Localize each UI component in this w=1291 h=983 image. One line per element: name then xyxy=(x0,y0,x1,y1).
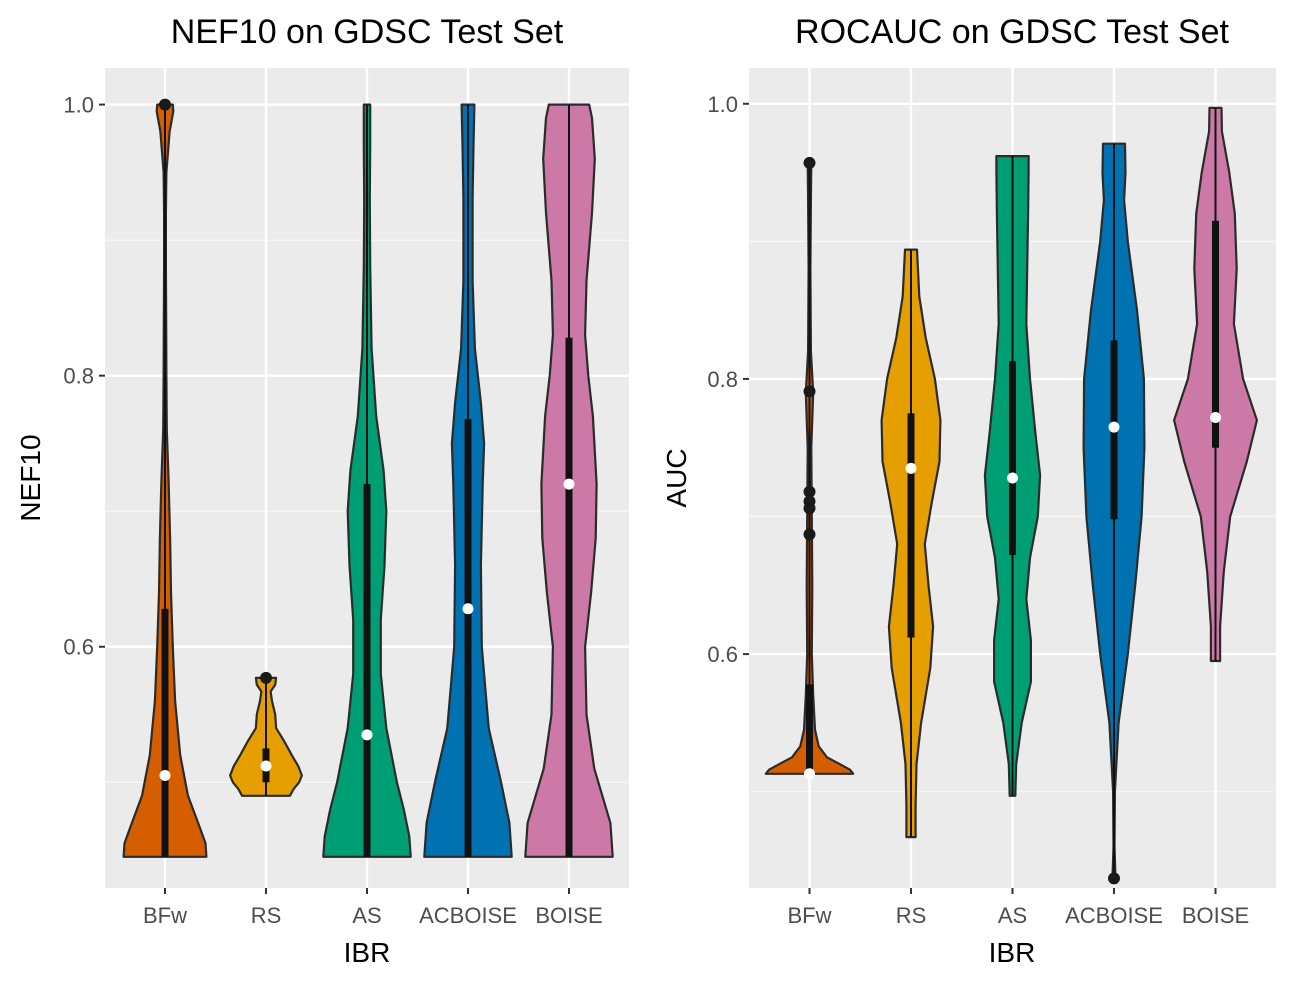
outlier-point xyxy=(803,528,816,541)
x-tick-label: ACBOISE xyxy=(419,903,517,928)
iqr-box xyxy=(1009,361,1016,556)
y-tick-label: 0.6 xyxy=(63,635,94,660)
violin-bfw xyxy=(122,98,208,858)
x-tick-label: BOISE xyxy=(535,903,602,928)
violin-boise xyxy=(524,103,614,858)
nef10-y-axis-title: NEF10 xyxy=(15,434,46,521)
x-tick-label: RS xyxy=(896,903,927,928)
violin-rs xyxy=(229,671,303,797)
x-tick-label: RS xyxy=(251,903,282,928)
nef10-x-axis-title: IBR xyxy=(344,937,391,968)
violin-acboise xyxy=(1082,142,1146,885)
nef10-ticks: 0.6 0.8 1.0 BFw RS AS ACBOISE BOISE xyxy=(63,93,602,928)
outlier-point xyxy=(260,671,272,684)
iqr-box xyxy=(1212,220,1219,448)
outlier-point xyxy=(803,485,816,498)
iqr-box xyxy=(907,413,915,638)
x-tick-label: ACBOISE xyxy=(1065,903,1163,928)
outlier-point xyxy=(1108,872,1120,885)
violin-rs xyxy=(880,248,942,839)
median-point xyxy=(905,462,917,474)
nef10-violins xyxy=(122,98,614,858)
rocauc-ticks: 0.6 0.8 1.0 BFw RS AS ACBOISE BOISE xyxy=(707,92,1249,928)
nef10-panel: NEF10 on GDSC Test Set 0.6 0.8 1.0 BFw RS AS A… xyxy=(15,13,629,968)
violin-acboise xyxy=(423,103,513,858)
median-point xyxy=(1210,411,1221,423)
iqr-box xyxy=(565,337,573,857)
violin-bfw xyxy=(764,156,855,780)
median-point xyxy=(1007,472,1018,484)
x-tick-label: BOISE xyxy=(1182,903,1249,928)
median-point xyxy=(804,768,815,780)
iqr-box xyxy=(161,608,169,857)
outlier-point xyxy=(803,156,816,169)
x-tick-label: AS xyxy=(352,903,381,928)
iqr-box xyxy=(363,484,371,857)
rocauc-panel: ROCAUC on GDSC Test Set 0.6 0.8 1.0 BFw RS AS… xyxy=(661,13,1276,968)
outlier-point xyxy=(159,98,171,111)
median-point xyxy=(563,478,575,490)
x-tick-label: BFw xyxy=(788,903,832,928)
median-point xyxy=(159,770,171,782)
median-point xyxy=(1108,421,1120,433)
outlier-point xyxy=(803,385,816,398)
violin-as xyxy=(322,103,412,858)
outlier-point xyxy=(803,502,816,515)
median-point xyxy=(462,603,474,615)
y-tick-label: 0.8 xyxy=(707,367,738,392)
iqr-box xyxy=(464,419,472,857)
median-point xyxy=(361,729,373,741)
rocauc-y-axis-title: AUC xyxy=(661,448,692,507)
y-tick-label: 0.6 xyxy=(707,642,738,667)
rocauc-title: ROCAUC on GDSC Test Set xyxy=(795,13,1230,51)
violin-as xyxy=(983,155,1042,797)
y-tick-label: 1.0 xyxy=(63,93,94,118)
x-tick-label: BFw xyxy=(143,903,187,928)
nef10-title: NEF10 on GDSC Test Set xyxy=(171,13,564,51)
rocauc-violins xyxy=(764,106,1258,885)
iqr-box xyxy=(806,684,813,774)
y-tick-label: 1.0 xyxy=(707,92,738,117)
rocauc-x-axis-title: IBR xyxy=(989,937,1036,968)
median-point xyxy=(260,760,272,772)
y-tick-label: 0.8 xyxy=(63,364,94,389)
x-tick-label: AS xyxy=(998,903,1027,928)
violin-boise xyxy=(1173,106,1258,663)
